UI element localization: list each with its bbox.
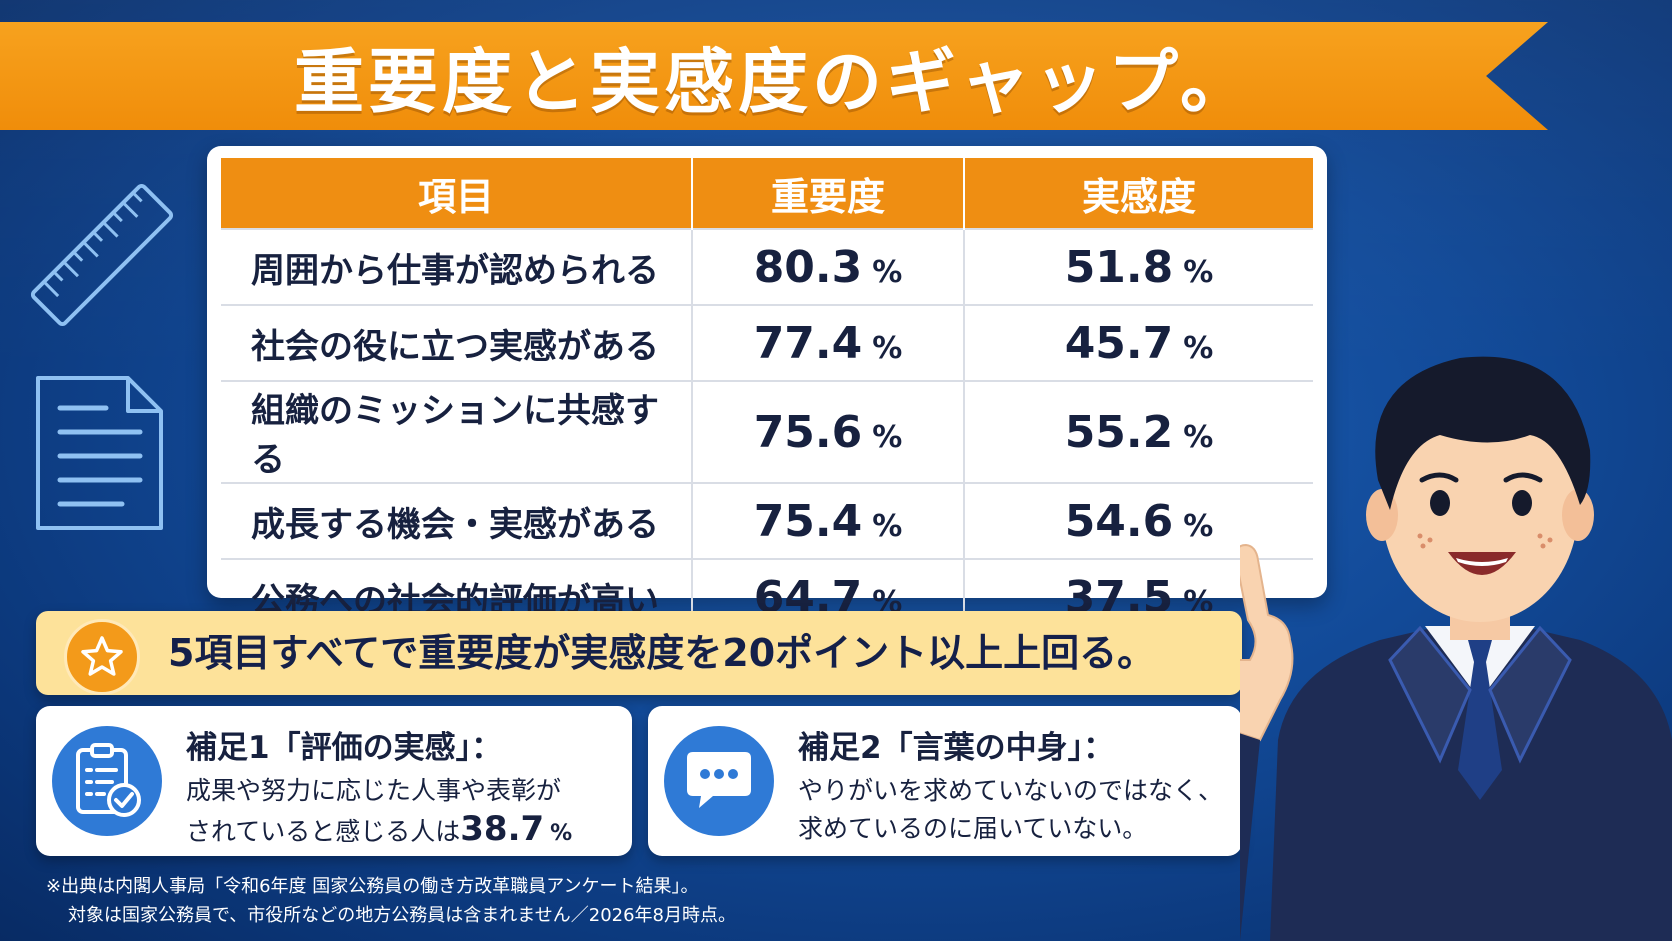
table-row: 成長する機会・実感がある 75.4% 54.6% — [221, 482, 1313, 559]
page-title: 重要度と実感度のギャップ。 — [294, 40, 1254, 123]
row-item: 組織のミッションに共感する — [221, 380, 693, 483]
table-row: 周囲から仕事が認められる 80.3% 51.8% — [221, 228, 1313, 305]
importance-value: 80.3 — [753, 241, 863, 293]
note-card-words: 補足2「言葉の中身」： やりがいを求めていないのではなく、 求めているのに届いて… — [648, 706, 1242, 856]
importance-value: 75.6 — [753, 406, 863, 458]
note-body: 成果や努力に応じた人事や表彰が されていると感じる人は38.7% — [186, 772, 572, 853]
feeling-cell: 55.2% — [964, 380, 1313, 483]
percent-unit: % — [550, 821, 573, 846]
percent-unit: % — [1183, 508, 1214, 544]
highlight-banner: 5項目すべてで重要度が実感度を20ポイント以上上回る。 — [36, 611, 1242, 695]
table-row: 社会の役に立つ実感がある 77.4% 45.7% — [221, 304, 1313, 381]
importance-cell: 75.4% — [692, 482, 965, 559]
document-icon — [36, 376, 163, 530]
feeling-value: 45.7 — [1064, 317, 1174, 369]
title-ribbon — [0, 22, 1548, 130]
importance-value: 77.4 — [753, 317, 863, 369]
header-item: 項目 — [221, 158, 693, 229]
note-body: やりがいを求めていないのではなく、 求めているのに届いていない。 — [798, 772, 1223, 848]
note-line-prefix: されていると感じる人は — [186, 817, 461, 846]
source-note: ※出典は内閣人事局「令和6年度 国家公務員の働き方改革職員アンケート結果」。 対… — [46, 872, 736, 930]
ruler-icon — [30, 183, 174, 327]
feeling-value: 51.8 — [1064, 241, 1174, 293]
percent-unit: % — [872, 508, 903, 544]
source-line: ※出典は内閣人事局「令和6年度 国家公務員の働き方改革職員アンケート結果」。 — [46, 876, 699, 897]
table-row: 組織のミッションに共感する 75.6% 55.2% — [221, 380, 1313, 483]
note-card-evaluation: 補足1「評価の実感」： 成果や努力に応じた人事や表彰が されていると感じる人は3… — [36, 706, 632, 856]
importance-cell: 75.6% — [692, 380, 965, 483]
importance-value: 75.4 — [753, 495, 863, 547]
feeling-value: 55.2 — [1064, 406, 1174, 458]
header-feeling: 実感度 — [964, 158, 1313, 229]
star-icon — [81, 636, 123, 676]
header-importance: 重要度 — [692, 158, 965, 229]
row-item: 周囲から仕事が認められる — [221, 228, 693, 305]
note-line: 求めているのに届いていない。 — [798, 814, 1148, 843]
percent-unit: % — [872, 330, 903, 366]
percent-unit: % — [1183, 330, 1214, 366]
percent-unit: % — [1183, 419, 1214, 455]
percent-unit: % — [872, 254, 903, 290]
feeling-cell: 54.6% — [964, 482, 1313, 559]
chat-bubble-icon — [687, 752, 751, 808]
note-title: 補足2「言葉の中身」： — [798, 730, 1115, 766]
importance-cell: 80.3% — [692, 228, 965, 305]
chat-badge — [664, 726, 774, 836]
presenter-character-illustration — [1240, 356, 1672, 941]
star-badge — [64, 619, 140, 695]
comparison-table: 項目 重要度 実感度 周囲から仕事が認められる 80.3% 51.8% 社会の役… — [221, 158, 1313, 634]
importance-cell: 77.4% — [692, 304, 965, 381]
clipboard-badge — [52, 726, 162, 836]
feeling-value: 54.6 — [1064, 495, 1174, 547]
note-title: 補足1「評価の実感」： — [186, 730, 503, 766]
percent-unit: % — [1183, 254, 1214, 290]
note-percentage-value: 38.7 — [460, 809, 545, 849]
comparison-table-card: 項目 重要度 実感度 周囲から仕事が認められる 80.3% 51.8% 社会の役… — [207, 146, 1327, 634]
row-item: 社会の役に立つ実感がある — [221, 304, 693, 381]
note-line: されていると感じる人は38.7% — [186, 810, 572, 853]
source-line: 対象は国家公務員で、市役所などの地方公務員は含まれません／2026年8月時点。 — [68, 905, 736, 926]
row-item: 成長する機会・実感がある — [221, 482, 693, 559]
feeling-cell: 45.7% — [964, 304, 1313, 381]
highlight-text: 5項目すべてで重要度が実感度を20ポイント以上上回る。 — [168, 631, 1156, 675]
percent-unit: % — [872, 419, 903, 455]
note-line: やりがいを求めていないのではなく、 — [798, 776, 1224, 805]
clipboard-check-icon — [76, 743, 141, 817]
note-line: 成果や努力に応じた人事や表彰が — [186, 776, 562, 805]
table-header-row: 項目 重要度 実感度 — [221, 158, 1313, 229]
feeling-cell: 51.8% — [964, 228, 1313, 305]
